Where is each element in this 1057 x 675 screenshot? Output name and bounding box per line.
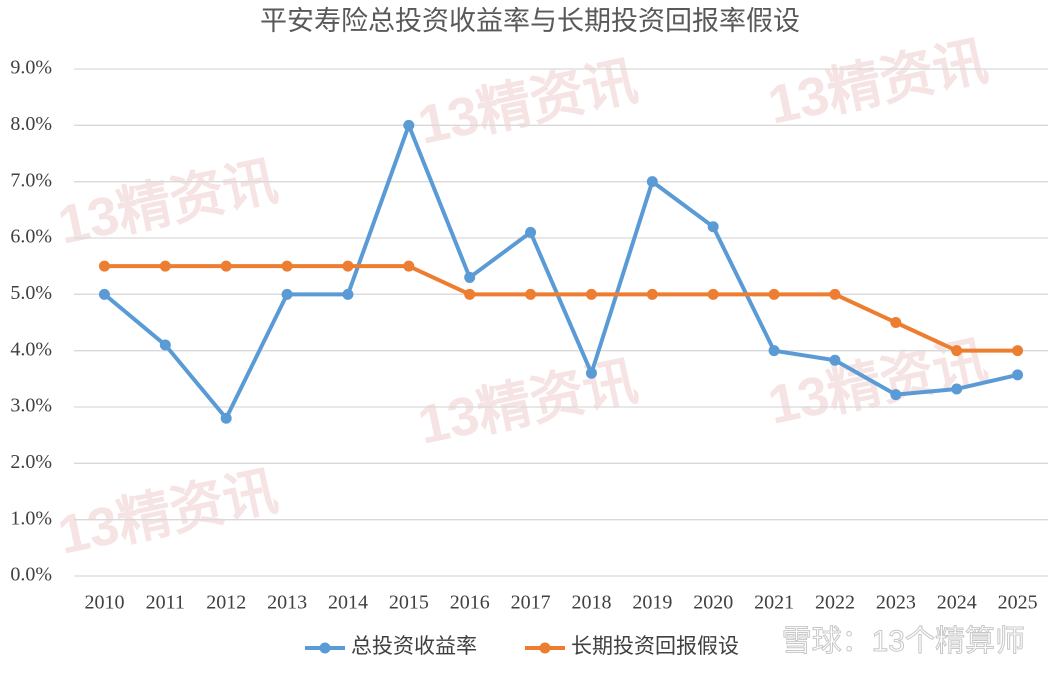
data-point bbox=[159, 339, 171, 351]
x-tick-label: 2022 bbox=[815, 592, 855, 614]
data-point bbox=[403, 119, 415, 131]
y-tick-label: 4.0% bbox=[10, 338, 52, 360]
data-point bbox=[464, 271, 476, 283]
x-tick-label: 2014 bbox=[328, 592, 368, 614]
plot bbox=[98, 119, 1024, 424]
data-point bbox=[342, 260, 354, 272]
data-point bbox=[525, 226, 537, 238]
x-tick-label: 2012 bbox=[206, 592, 246, 614]
series-line bbox=[103, 123, 1019, 421]
legend-marker bbox=[319, 642, 331, 654]
data-point bbox=[890, 317, 902, 328]
data-point bbox=[829, 288, 841, 300]
grid: 0.0% 1.0% 2.0% 3.0% 4.0% 5.0% 6.0% 7.0% 8.0% 9.0%… bbox=[10, 57, 1048, 614]
watermark-stamp: 13精资讯 bbox=[413, 51, 643, 156]
legend-label: 总投资收益率 bbox=[351, 634, 477, 658]
data-point bbox=[768, 345, 780, 357]
x-tick-label: 2011 bbox=[146, 592, 185, 614]
watermark-stamp: 13精资讯 bbox=[53, 461, 283, 566]
y-tick-label: 6.0% bbox=[10, 226, 52, 248]
series-line bbox=[104, 264, 1018, 353]
data-point bbox=[403, 260, 415, 272]
y-tick-label: 5.0% bbox=[10, 282, 52, 304]
data-point bbox=[1012, 345, 1024, 357]
y-tick-label: 8.0% bbox=[10, 113, 52, 135]
data-point bbox=[646, 176, 658, 188]
data-point bbox=[464, 288, 476, 300]
legend-label: 长期投资回报假设 bbox=[571, 634, 739, 658]
x-tick-label: 2015 bbox=[389, 592, 429, 614]
x-tick-label: 2017 bbox=[511, 592, 551, 614]
data-point bbox=[951, 383, 963, 395]
x-tick-label: 2010 bbox=[84, 592, 124, 614]
x-tick-label: 2021 bbox=[754, 592, 794, 614]
data-point bbox=[707, 221, 719, 233]
x-tick-label: 2018 bbox=[571, 592, 611, 614]
data-point bbox=[890, 389, 902, 401]
y-tick-label: 1.0% bbox=[10, 507, 52, 529]
x-tick-label: 2019 bbox=[632, 592, 672, 614]
watermark-stamp: 13精资讯 bbox=[763, 31, 993, 136]
data-point bbox=[646, 288, 658, 300]
data-point bbox=[220, 412, 232, 424]
watermark-stamp: 13精资讯 bbox=[53, 151, 283, 256]
watermark-stamp: 13精资讯 bbox=[413, 351, 643, 456]
data-point bbox=[220, 260, 232, 272]
x-tick-label: 2024 bbox=[937, 592, 977, 614]
y-tick-label: 2.0% bbox=[10, 451, 52, 473]
data-point bbox=[1012, 369, 1024, 381]
data-point bbox=[281, 260, 293, 272]
y-tick-label: 7.0% bbox=[10, 169, 52, 191]
data-point bbox=[585, 367, 597, 379]
data-point bbox=[98, 288, 110, 300]
x-tick-label: 2013 bbox=[267, 592, 307, 614]
x-tick-label: 2025 bbox=[998, 592, 1038, 614]
y-tick-label: 3.0% bbox=[10, 395, 52, 417]
y-tick-label: 0.0% bbox=[10, 564, 52, 586]
watermark-text: 雪球：13个精算师 bbox=[782, 625, 1025, 658]
chart-title: 平安寿险总投资收益率与长期投资回报率假设 bbox=[260, 6, 800, 36]
y-tick-label: 9.0% bbox=[10, 57, 52, 79]
data-point bbox=[159, 260, 171, 272]
data-point bbox=[342, 288, 354, 300]
x-tick-label: 2020 bbox=[693, 592, 733, 614]
data-point bbox=[768, 288, 780, 300]
legend-marker bbox=[539, 642, 551, 654]
data-point bbox=[525, 288, 537, 300]
data-point bbox=[585, 288, 597, 300]
data-point bbox=[707, 288, 719, 300]
data-point bbox=[829, 354, 841, 366]
data-point bbox=[98, 260, 110, 272]
data-point bbox=[951, 345, 963, 357]
data-point bbox=[281, 288, 293, 300]
x-tick-label: 2023 bbox=[876, 592, 916, 614]
x-tick-label: 2016 bbox=[450, 592, 490, 614]
